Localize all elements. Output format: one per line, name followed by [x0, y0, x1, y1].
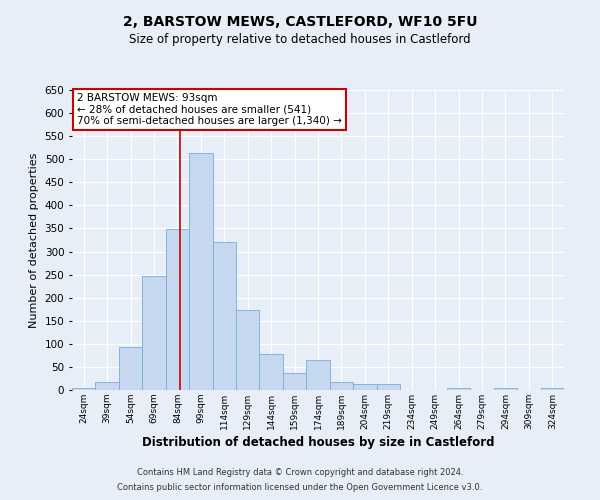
Bar [494, 388, 517, 390]
Bar [283, 373, 306, 390]
Text: Contains HM Land Registry data © Crown copyright and database right 2024.: Contains HM Land Registry data © Crown c… [137, 468, 463, 477]
Text: 2 BARSTOW MEWS: 93sqm
← 28% of detached houses are smaller (541)
70% of semi-det: 2 BARSTOW MEWS: 93sqm ← 28% of detached … [77, 93, 342, 126]
Text: Size of property relative to detached houses in Castleford: Size of property relative to detached ho… [129, 32, 471, 46]
Text: Contains public sector information licensed under the Open Government Licence v3: Contains public sector information licen… [118, 483, 482, 492]
Bar [306, 360, 330, 390]
Bar [353, 384, 377, 390]
Bar [95, 382, 119, 390]
Bar [166, 230, 189, 390]
Bar [330, 382, 353, 390]
Bar [142, 276, 166, 390]
Bar [72, 388, 95, 390]
Bar [212, 242, 236, 390]
Bar [541, 388, 564, 390]
Y-axis label: Number of detached properties: Number of detached properties [29, 152, 39, 328]
Bar [377, 384, 400, 390]
Bar [259, 354, 283, 390]
Bar [236, 310, 259, 390]
Bar [119, 347, 142, 390]
Bar [447, 388, 470, 390]
Bar [189, 153, 212, 390]
Text: 2, BARSTOW MEWS, CASTLEFORD, WF10 5FU: 2, BARSTOW MEWS, CASTLEFORD, WF10 5FU [123, 15, 477, 29]
Text: Distribution of detached houses by size in Castleford: Distribution of detached houses by size … [142, 436, 494, 449]
